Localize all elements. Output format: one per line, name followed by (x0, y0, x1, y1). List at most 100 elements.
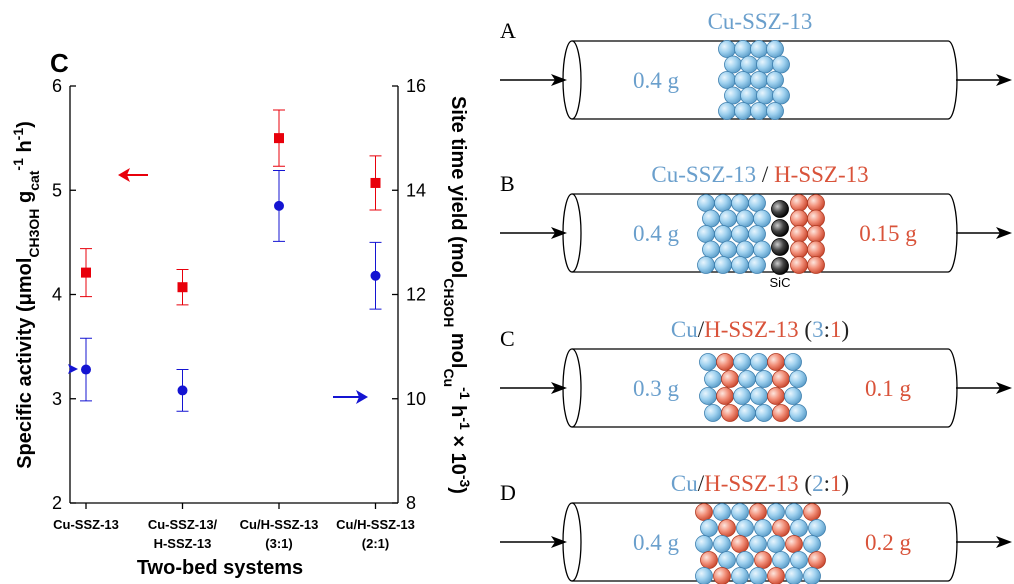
particle (808, 519, 826, 537)
particle (772, 86, 790, 105)
flow-arrow-head (996, 227, 1012, 239)
particle (700, 519, 718, 537)
particle (734, 102, 752, 120)
particle (733, 353, 751, 371)
particle (750, 71, 768, 89)
marker (177, 385, 188, 396)
label-part: Cu (441, 368, 457, 387)
diagram-label: A (500, 18, 516, 43)
title-part: : (824, 471, 830, 496)
label-part: -1 (10, 158, 26, 171)
particle (695, 503, 713, 521)
particle (749, 567, 767, 584)
y2-tick-label: 12 (406, 285, 426, 305)
particle (714, 194, 732, 212)
title-part: ( (799, 317, 812, 342)
particle (790, 256, 808, 274)
marker (274, 200, 284, 211)
particle (713, 503, 731, 521)
particle (807, 256, 825, 274)
particle (697, 256, 715, 274)
mass-left: 0.4 g (633, 530, 680, 555)
title-part: ( (799, 471, 812, 496)
particle (771, 238, 789, 256)
mass-left: 0.4 g (633, 68, 680, 93)
diagram-title: Cu/H-SSZ-13 (3:1) (671, 317, 849, 342)
particle (808, 551, 826, 569)
particle (771, 200, 789, 218)
particle (702, 240, 720, 259)
particle (753, 240, 771, 259)
particle (807, 240, 825, 259)
particle (731, 225, 749, 243)
label-part: -1 (457, 387, 473, 400)
note: SiC (770, 275, 791, 290)
title-part: Cu-SSZ-13 (651, 162, 756, 187)
particle (772, 55, 790, 74)
label-part: ) (447, 487, 469, 494)
mass-right: 0.1 g (865, 376, 912, 401)
particle (697, 194, 715, 212)
label-part: g (14, 191, 36, 209)
particle (713, 567, 731, 584)
y2-tick-label: 16 (406, 76, 426, 96)
particle (790, 519, 808, 537)
particle (713, 535, 731, 553)
label-part: h (447, 400, 469, 418)
particle (789, 404, 807, 422)
x-tick-label: Cu/H-SSZ-13 (336, 517, 415, 532)
particle (766, 102, 784, 120)
diagram-title: Cu/H-SSZ-13 (2:1) (671, 471, 849, 496)
particle (767, 567, 785, 584)
particle (738, 404, 756, 422)
particle (755, 404, 773, 422)
particle (807, 194, 825, 212)
marker (274, 133, 284, 144)
y2-tick-label: 10 (406, 389, 426, 409)
particle (784, 387, 802, 405)
mass-right: 0.2 g (865, 530, 912, 555)
marker (81, 364, 91, 375)
title-part: H-SSZ-13 (774, 162, 869, 187)
title-part: 2 (812, 471, 824, 496)
particle (731, 194, 749, 212)
particle (740, 86, 758, 105)
particle (807, 225, 825, 243)
particle (749, 535, 767, 553)
title-part: / (698, 471, 705, 496)
label-part: -1 (10, 128, 26, 141)
particle (772, 370, 790, 388)
particle (738, 370, 756, 388)
y2-tick-label: 8 (406, 493, 416, 513)
panel-label: C (50, 48, 69, 78)
particle (721, 404, 739, 422)
label-part: cat (26, 170, 42, 191)
label-part: CH3OH (26, 209, 42, 258)
y2-tick-label: 14 (406, 180, 426, 200)
y-tick-label: 3 (52, 389, 62, 409)
particle (719, 240, 737, 259)
label-part: -3 (457, 475, 473, 488)
particle (789, 370, 807, 388)
particle (750, 353, 768, 371)
title-part: 1 (830, 471, 842, 496)
particle (766, 40, 784, 58)
particle (736, 551, 754, 569)
marker (81, 267, 91, 278)
particle (803, 503, 821, 521)
mass-left: 0.4 g (633, 221, 680, 246)
label-part: -1 (457, 417, 473, 430)
particle (767, 535, 785, 553)
particle (790, 209, 808, 228)
particle (784, 353, 802, 371)
particle (749, 503, 767, 521)
flow-arrow-head (551, 227, 567, 239)
title-part: H-SSZ-13 (704, 317, 799, 342)
flow-arrow-head (996, 382, 1012, 394)
particle (704, 370, 722, 388)
particle (718, 40, 736, 58)
title-part: ) (841, 471, 849, 496)
particle (790, 225, 808, 243)
particle (736, 209, 754, 228)
